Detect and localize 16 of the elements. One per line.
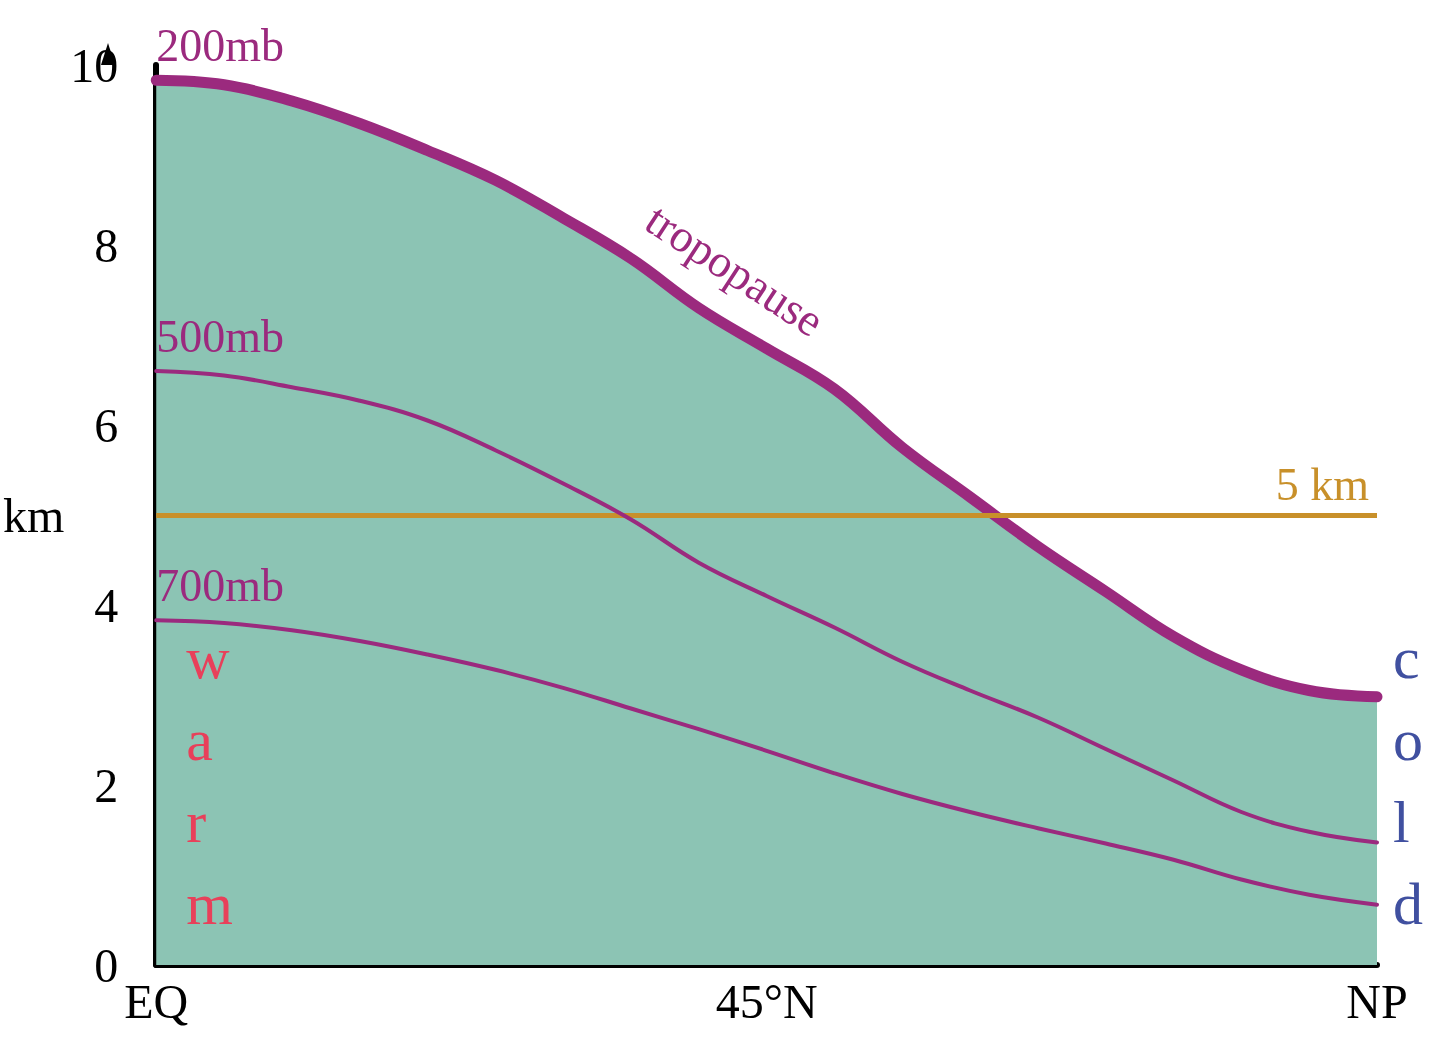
line-series	[154, 369, 1379, 845]
y-tick-label: 4	[94, 578, 119, 632]
x-tick-label: EQ	[124, 974, 189, 1028]
series-label: 500mb	[156, 310, 285, 362]
series-label: 200mb	[156, 19, 285, 71]
y-tick-label: 0	[94, 938, 119, 992]
x-tick-label: 45°N	[715, 974, 818, 1028]
text: cold	[1393, 625, 1423, 937]
y-tick-label: 6	[94, 398, 119, 452]
annotation: warm	[186, 625, 233, 937]
y-tick-label: 2	[94, 758, 119, 812]
ref-line-label: 5 km	[1275, 458, 1370, 510]
y-tick-label: 8	[94, 218, 119, 272]
series-label: 700mb	[156, 559, 285, 611]
y-axis-title: km	[2, 488, 65, 542]
x-tick-label: NP	[1346, 974, 1408, 1028]
